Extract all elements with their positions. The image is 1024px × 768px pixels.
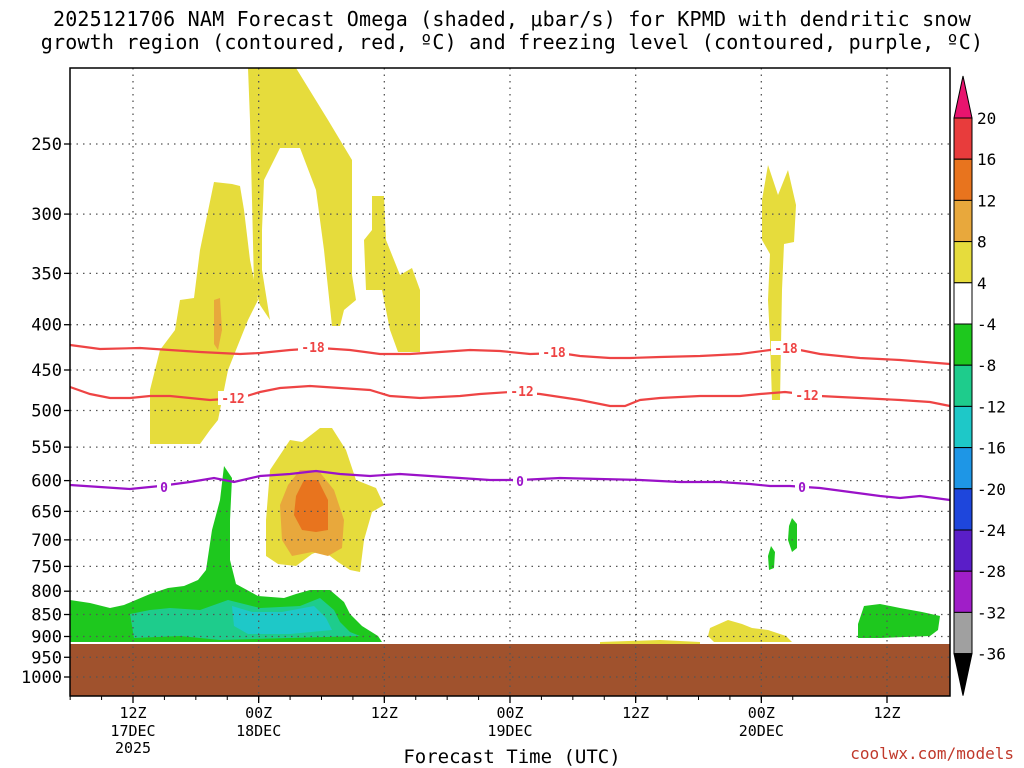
colorbar-swatch xyxy=(953,117,973,160)
colorbar-label: -28 xyxy=(977,562,1006,581)
x-tick-date: 19DEC xyxy=(487,722,532,740)
colorbar-label: 4 xyxy=(977,274,987,293)
colorbar-swatch xyxy=(953,405,973,449)
colorbar-swatch xyxy=(953,199,973,243)
y-tick-label: 300 xyxy=(31,205,62,225)
colorbar-label: -20 xyxy=(977,480,1006,499)
colorbar-label: -32 xyxy=(977,603,1006,622)
contour-label-minus12-2: -12 xyxy=(510,385,533,400)
source-credit: coolwx.com/models xyxy=(850,744,1014,763)
contour-label-minus18-2: -18 xyxy=(542,346,566,361)
contour-labels: -18 -18 -18 -12 -12 -12 0 0 0 xyxy=(157,340,822,496)
chart-title: 2025121706 NAM Forecast Omega (shaded, μ… xyxy=(0,8,1024,54)
colorbar-label: 20 xyxy=(977,109,996,128)
omega-yellow-lowright xyxy=(708,620,792,642)
surface-ground xyxy=(70,644,950,696)
colorbar-label: 12 xyxy=(977,191,996,210)
colorbar-swatch xyxy=(953,241,973,284)
y-tick-label: 650 xyxy=(31,502,62,522)
y-tick-label: 500 xyxy=(31,402,62,422)
y-tick-label: 1000 xyxy=(21,668,62,688)
x-axis-title: Forecast Time (UTC) xyxy=(403,746,621,768)
colorbar-swatch xyxy=(953,488,973,531)
colorbar-swatch xyxy=(953,529,973,572)
contour-label-zero-2: 0 xyxy=(516,475,524,490)
x-tick-label: 12Z xyxy=(119,704,146,722)
y-tick-label: 250 xyxy=(31,135,62,155)
colorbar-swatch xyxy=(953,611,973,655)
colorbar-label: -16 xyxy=(977,439,1006,458)
y-tick-label: 850 xyxy=(31,606,62,626)
y-tick-label: 900 xyxy=(31,627,62,647)
contour-label-zero-1: 0 xyxy=(160,481,168,496)
omega-green-dot1 xyxy=(788,518,797,552)
x-tick-label: 12Z xyxy=(622,704,649,722)
colorbar-label: -12 xyxy=(977,397,1006,416)
contour-label-minus12-1: -12 xyxy=(221,392,244,407)
x-tick-label: 00Z xyxy=(748,704,775,722)
x-tick-label: 00Z xyxy=(496,704,523,722)
colorbar-bottom-triangle xyxy=(953,653,973,696)
y-tick-label: 950 xyxy=(31,648,62,668)
x-tick-label: 00Z xyxy=(245,704,272,722)
y-tick-label: 450 xyxy=(31,361,62,381)
colorbar-label: -36 xyxy=(977,645,1006,664)
colorbar-label: 16 xyxy=(977,150,996,169)
colorbar-swatch xyxy=(953,570,973,613)
contour-label-zero-3: 0 xyxy=(798,481,806,496)
contour-minus12 xyxy=(69,384,951,408)
colorbar-swatch xyxy=(953,364,973,407)
y-axis: 2503003504004505005506006507007508008509… xyxy=(21,135,70,688)
omega-green-low xyxy=(70,466,382,642)
colorbar-top-triangle xyxy=(953,75,973,119)
omega-negative-shading xyxy=(70,466,940,642)
contour-freezing xyxy=(69,469,951,502)
x-tick-year: 2025 xyxy=(115,739,151,757)
colorbar-label: -8 xyxy=(977,356,996,375)
contour-label-minus18-3: -18 xyxy=(774,342,798,357)
y-tick-label: 600 xyxy=(31,472,62,492)
colorbar: 20 16 12 8 4 -4 -8 -12 -16 -20 -24 -28 -32 -36 xyxy=(953,75,1006,696)
contour-label-minus18-1: -18 xyxy=(301,341,325,356)
y-tick-label: 550 xyxy=(31,438,62,458)
chart-title-line1: 2025121706 NAM Forecast Omega (shaded, μ… xyxy=(52,7,972,31)
y-tick-label: 400 xyxy=(31,316,62,336)
omega-shading xyxy=(150,68,796,646)
x-tick-date: 17DEC xyxy=(110,722,155,740)
colorbar-label: 8 xyxy=(977,233,987,252)
chart-title-line2: growth region (contoured, red, ºC) and f… xyxy=(40,30,984,54)
omega-yellow-left xyxy=(150,182,258,444)
x-tick-date: 20DEC xyxy=(739,722,784,740)
y-tick-label: 350 xyxy=(31,264,62,284)
grid-lines xyxy=(70,68,950,696)
y-tick-label: 750 xyxy=(31,557,62,577)
colorbar-swatch xyxy=(953,158,973,201)
y-tick-label: 800 xyxy=(31,582,62,602)
omega-yellow-column xyxy=(248,68,356,326)
omega-cyan-low xyxy=(232,606,332,634)
omega-yellow-mid xyxy=(364,196,420,352)
colorbar-swatch xyxy=(953,323,973,366)
x-tick-label: 12Z xyxy=(873,704,900,722)
omega-green-dot2 xyxy=(768,546,775,570)
omega-orange-core xyxy=(294,480,328,532)
y-tick-label: 700 xyxy=(31,531,62,551)
colorbar-swatch xyxy=(953,282,973,325)
colorbar-label: -4 xyxy=(977,315,996,334)
omega-green-right xyxy=(858,604,940,638)
x-tick-label: 12Z xyxy=(371,704,398,722)
x-tick-date: 18DEC xyxy=(236,722,281,740)
colorbar-swatch xyxy=(953,447,973,490)
colorbar-label: -24 xyxy=(977,521,1006,540)
omega-orange-strip xyxy=(214,298,222,350)
omega-yellow-right xyxy=(762,165,796,400)
contour-label-minus12-3: -12 xyxy=(795,389,818,404)
